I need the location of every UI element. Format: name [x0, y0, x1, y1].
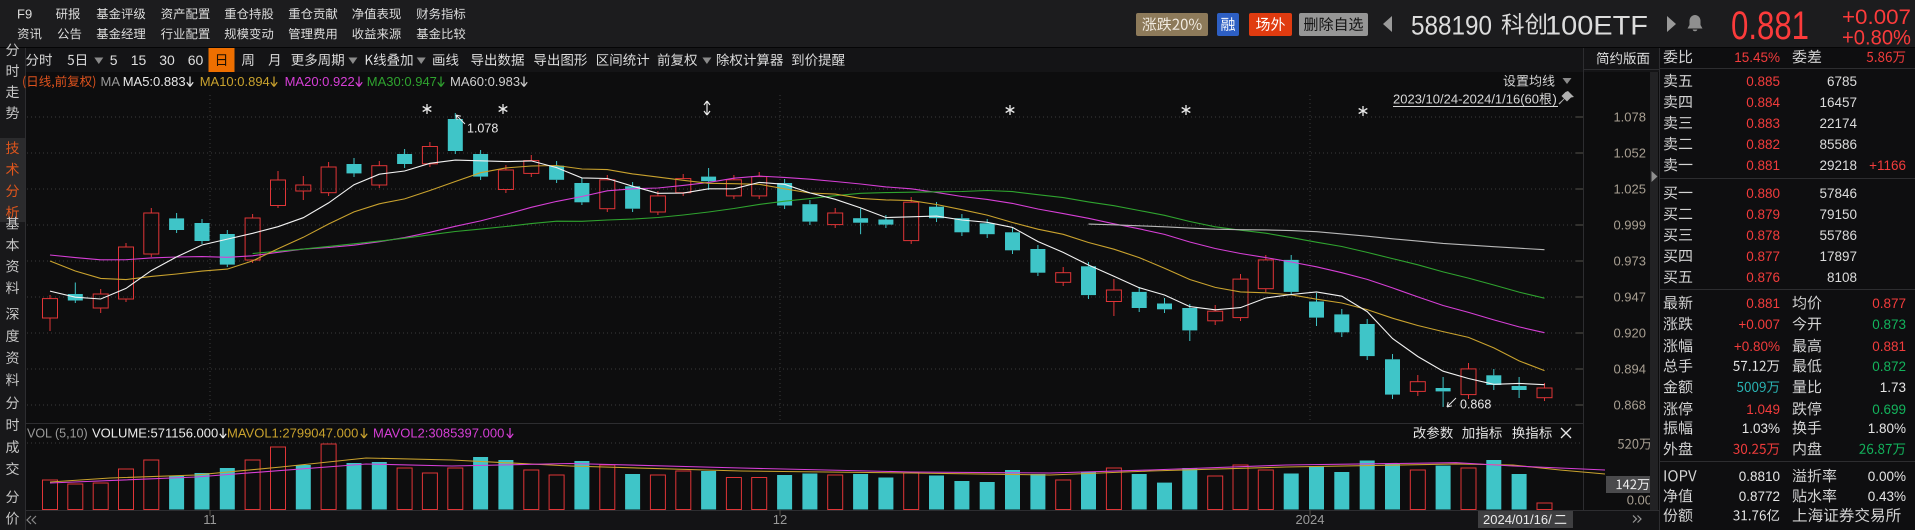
svg-text:22174: 22174	[1819, 116, 1857, 131]
svg-text:0.872: 0.872	[1872, 359, 1906, 374]
svg-text:1.025: 1.025	[1613, 182, 1646, 197]
svg-text:8108: 8108	[1827, 270, 1857, 285]
svg-text:29218: 29218	[1819, 158, 1857, 173]
svg-text:79150: 79150	[1819, 207, 1857, 222]
svg-text:F9: F9	[17, 7, 32, 22]
svg-text:5: 5	[110, 52, 118, 68]
svg-text:0.884: 0.884	[1746, 95, 1780, 110]
svg-text:16457: 16457	[1819, 95, 1857, 110]
svg-text:MAVOL1:2799047.000: MAVOL1:2799047.000	[227, 426, 358, 441]
svg-text:55786: 55786	[1819, 228, 1857, 243]
svg-text:MAVOL2:3085397.000: MAVOL2:3085397.000	[373, 426, 504, 441]
svg-text:15.45%: 15.45%	[1734, 50, 1780, 65]
svg-text:2023/10/24-2024/1/16(60: 2023/10/24-2024/1/16(60	[1393, 92, 1539, 107]
svg-text:1.078: 1.078	[467, 121, 498, 135]
svg-text:0.877: 0.877	[1746, 249, 1780, 264]
svg-text:1.73: 1.73	[1880, 380, 1906, 395]
svg-text:2024: 2024	[1296, 512, 1325, 527]
svg-text:MA30:0.947: MA30:0.947	[367, 74, 437, 89]
svg-text:0.879: 0.879	[1746, 207, 1780, 222]
svg-text:MA5:0.883: MA5:0.883	[123, 74, 186, 89]
svg-text:+0.007: +0.007	[1738, 317, 1780, 332]
svg-text:1.03%: 1.03%	[1742, 421, 1780, 436]
svg-text:+0.007: +0.007	[1842, 6, 1911, 29]
svg-text:0.699: 0.699	[1872, 402, 1906, 417]
svg-text:MA: MA	[101, 74, 121, 89]
svg-text:0.8772: 0.8772	[1739, 489, 1780, 504]
svg-text:VOLUME:571156.000: VOLUME:571156.000	[92, 426, 218, 441]
svg-text:0.881: 0.881	[1746, 158, 1780, 173]
svg-text:0.973: 0.973	[1613, 254, 1646, 269]
svg-text:0.947: 0.947	[1613, 290, 1646, 305]
svg-text:0.894: 0.894	[1613, 362, 1646, 377]
svg-text:588190: 588190	[1411, 11, 1492, 41]
svg-text:0.882: 0.882	[1746, 137, 1780, 152]
svg-text:57846: 57846	[1819, 186, 1857, 201]
svg-text:17897: 17897	[1819, 249, 1857, 264]
svg-text:MA60:0.983: MA60:0.983	[450, 74, 520, 89]
svg-text:0.00%: 0.00%	[1868, 469, 1906, 484]
svg-text:0.883: 0.883	[1746, 116, 1780, 131]
svg-text:30: 30	[159, 52, 175, 68]
svg-text:60: 60	[188, 52, 204, 68]
svg-text:0.878: 0.878	[1746, 228, 1780, 243]
svg-text:0.881: 0.881	[1731, 4, 1809, 48]
svg-text:0.877: 0.877	[1872, 296, 1906, 311]
svg-text:1.049: 1.049	[1746, 402, 1780, 417]
svg-text:11: 11	[203, 512, 217, 527]
svg-text:0.880: 0.880	[1746, 186, 1780, 201]
svg-text:MA10:0.894: MA10:0.894	[200, 74, 270, 89]
svg-text:1.80%: 1.80%	[1868, 421, 1906, 436]
svg-text:100ETF: 100ETF	[1545, 11, 1648, 41]
svg-text:+0.80%: +0.80%	[1842, 27, 1911, 50]
svg-text:0.876: 0.876	[1746, 270, 1780, 285]
svg-text:0.885: 0.885	[1746, 74, 1780, 89]
svg-text:1.078: 1.078	[1613, 110, 1646, 125]
svg-text:+1166: +1166	[1869, 158, 1906, 173]
svg-text:0.873: 0.873	[1872, 317, 1906, 332]
svg-text:VOL (5,10): VOL (5,10)	[27, 426, 88, 440]
svg-text:1.052: 1.052	[1613, 146, 1646, 161]
svg-text:15: 15	[131, 52, 147, 68]
svg-text:0.920: 0.920	[1613, 326, 1646, 341]
svg-text:2024/01/16/: 2024/01/16/	[1483, 512, 1552, 527]
svg-text:0.8810: 0.8810	[1739, 469, 1780, 484]
svg-text:): )	[1553, 92, 1557, 107]
svg-text:+0.80%: +0.80%	[1734, 339, 1780, 354]
svg-text:0.43%: 0.43%	[1868, 489, 1906, 504]
svg-text:85586: 85586	[1819, 137, 1857, 152]
svg-text:0.881: 0.881	[1872, 339, 1906, 354]
svg-text:0.00: 0.00	[1627, 493, 1652, 508]
svg-text:MA20:0.922: MA20:0.922	[285, 74, 355, 89]
svg-text:6785: 6785	[1827, 74, 1857, 89]
svg-text:0.881: 0.881	[1746, 296, 1780, 311]
svg-text:0.868: 0.868	[1460, 397, 1491, 411]
svg-text:0.999: 0.999	[1613, 218, 1646, 233]
svg-text:12: 12	[773, 512, 787, 527]
svg-text:0.868: 0.868	[1613, 398, 1646, 413]
